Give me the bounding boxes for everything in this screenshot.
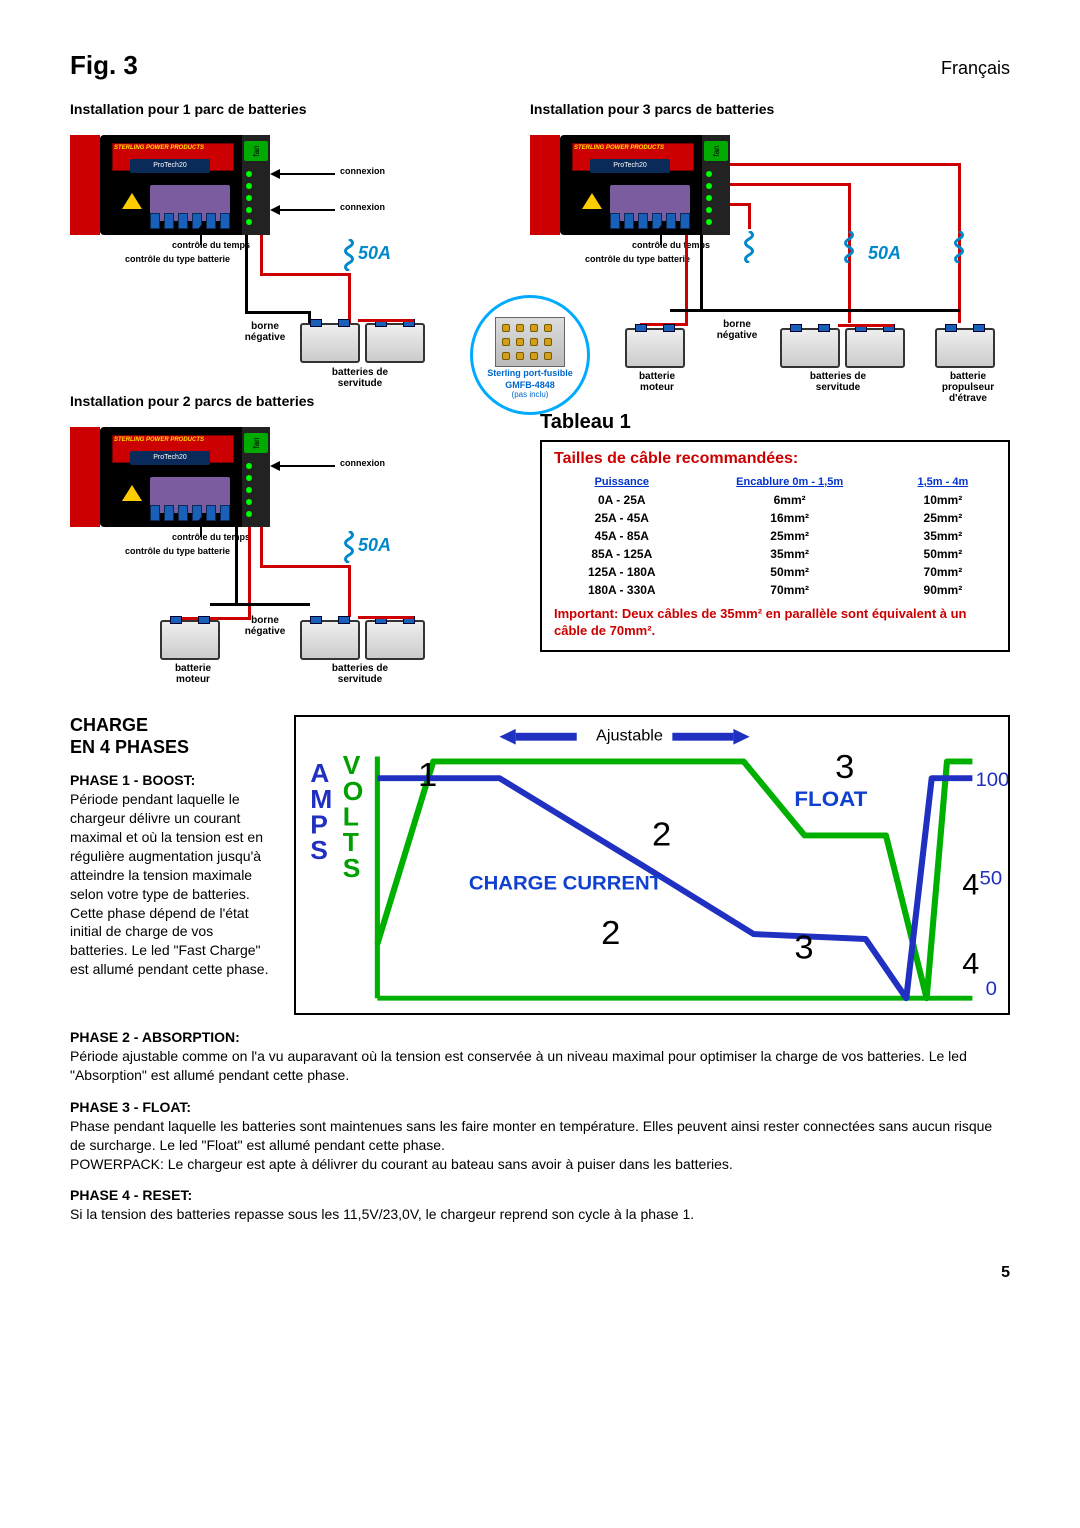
cable-size-table: Puissance Encablure 0m - 1,5m 1,5m - 4m … [554, 472, 996, 600]
charger-brand: STERLING POWER PRODUCTS [114, 437, 204, 443]
tableau-heading: Tailles de câble recommandées: [554, 450, 996, 468]
charger-unit: fan STERLING POWER PRODUCTS ProTech20 [560, 135, 730, 235]
fan-icon: fan [704, 141, 728, 161]
fusebox-name: Sterling port-fusible [487, 369, 573, 379]
fan-icon: fan [244, 433, 268, 453]
table-row: 125A - 180A50mm²70mm² [556, 564, 994, 580]
tableau-title: Tableau 1 [540, 411, 1010, 434]
bat-serv-2: batteries de servitude [320, 663, 400, 685]
fan-icon: fan [244, 141, 268, 161]
bat-serv-3: batteries de servitude [798, 371, 878, 393]
table-row: 25A - 45A16mm²25mm² [556, 510, 994, 526]
col-puissance: Puissance [556, 474, 688, 490]
diagram-1: fan STERLING POWER PRODUCTS ProTech20 [70, 123, 500, 383]
battery-icon [300, 620, 360, 660]
charger-brand: STERLING POWER PRODUCTS [114, 145, 204, 151]
float-label: FLOAT [794, 786, 867, 811]
charger-unit: fan STERLING POWER PRODUCTS ProTech20 [100, 427, 270, 527]
charge-chart: Ajustable V O L T S A M P S 100 50 0 [294, 715, 1010, 1015]
battery-icon [780, 328, 840, 368]
borne-neg-1: borne négative [230, 321, 300, 343]
svg-text:S: S [343, 853, 361, 883]
battery-icon [365, 620, 425, 660]
ctrl-type-3: contrôle du type batterie [520, 255, 690, 265]
ctrl-type-1: contrôle du type batterie [60, 255, 230, 265]
bat-etrave-3: batterie propulseur d'étrave [928, 371, 1008, 404]
phase4-h: PHASE 4 - RESET: [70, 1187, 1010, 1203]
charge-current-label: CHARGE CURRENT [469, 873, 663, 895]
col-enc1: Encablure 0m - 1,5m [690, 474, 890, 490]
fusebox-note: (pas inclu) [512, 390, 549, 399]
phase1-text: Période pendant laquelle le chargeur dél… [70, 790, 270, 979]
ajustable-label: Ajustable [596, 727, 663, 745]
phase1-h: PHASE 1 - BOOST: [70, 772, 270, 788]
ctrl-type-2: contrôle du type batterie [60, 547, 230, 557]
battery-icon [300, 323, 360, 363]
battery-icon [845, 328, 905, 368]
borne-neg-2: borne négative [230, 615, 300, 637]
diagram-2: fan STERLING POWER PRODUCTS ProTech20 [70, 415, 500, 675]
phase2-h: PHASE 2 - ABSORPTION: [70, 1029, 1010, 1045]
bat-moteur-2: batterie moteur [158, 663, 228, 685]
ctrl-temps-2: contrôle du temps [110, 533, 250, 543]
battery-icon [365, 323, 425, 363]
diag1-title: Installation pour 1 parc de batteries [70, 101, 500, 117]
charger-unit: fan STERLING POWER PRODUCTS ProTech20 [100, 135, 270, 235]
ctrl-temps-1: contrôle du temps [110, 241, 250, 251]
phase3-h: PHASE 3 - FLOAT: [70, 1099, 1010, 1115]
svg-text:4: 4 [962, 948, 979, 980]
charger-model: ProTech20 [130, 451, 210, 465]
table-row: 180A - 330A70mm²90mm² [556, 582, 994, 598]
svg-text:3: 3 [794, 929, 813, 966]
svg-text:2: 2 [652, 816, 671, 853]
phase3-text: Phase pendant laquelle les batteries son… [70, 1117, 1010, 1174]
connexion-label-1: connexion [340, 167, 385, 177]
charger-model: ProTech20 [130, 159, 210, 173]
svg-text:100: 100 [975, 769, 1008, 791]
table-row: 45A - 85A25mm²35mm² [556, 528, 994, 544]
svg-text:4: 4 [962, 869, 979, 901]
bat-serv-1: batteries de servitude [320, 367, 400, 389]
col-enc2: 1,5m - 4m [892, 474, 994, 490]
table-row: 0A - 25A6mm²10mm² [556, 492, 994, 508]
fuse-50a-1: 50A [358, 243, 391, 264]
battery-icon [935, 328, 995, 368]
fuse-50a-2: 50A [358, 535, 391, 556]
battery-icon [625, 328, 685, 368]
svg-text:S: S [310, 835, 328, 865]
tableau-box: Tailles de câble recommandées: Puissance… [540, 440, 1010, 652]
fusebox-callout: Sterling port-fusible GMFB-4848 (pas inc… [470, 295, 590, 415]
connexion-label-3: connexion [340, 459, 385, 469]
svg-text:2: 2 [601, 914, 620, 951]
fuse-50a-3: 50A [868, 243, 901, 264]
page-number: 5 [70, 1264, 1010, 1282]
charger-brand: STERLING POWER PRODUCTS [574, 145, 664, 151]
ctrl-temps-3: contrôle du temps [570, 241, 710, 251]
diag3-title: Installation pour 3 parcs de batteries [530, 101, 1010, 117]
figure-title: Fig. 3 [70, 50, 138, 81]
phase2-text: Période ajustable comme on l'a vu aupara… [70, 1047, 1010, 1085]
charger-model: ProTech20 [590, 159, 670, 173]
bat-moteur-3: batterie moteur [622, 371, 692, 393]
language-label: Français [941, 58, 1010, 79]
svg-text:0: 0 [986, 979, 997, 1001]
fusebox-model: GMFB-4848 [505, 381, 555, 391]
battery-icon [160, 620, 220, 660]
svg-text:50: 50 [980, 868, 1003, 890]
borne-neg-3: borne négative [702, 319, 772, 341]
table-row: 85A - 125A35mm²50mm² [556, 546, 994, 562]
phase4-text: Si la tension des batteries repasse sous… [70, 1205, 1010, 1224]
connexion-label-2: connexion [340, 203, 385, 213]
tableau-note: Important: Deux câbles de 35mm² en paral… [554, 606, 996, 640]
charge-heading: CHARGE EN 4 PHASES [70, 715, 270, 758]
diag2-title: Installation pour 2 parcs de batteries [70, 393, 500, 409]
svg-text:3: 3 [835, 749, 854, 786]
svg-text:1: 1 [418, 757, 437, 794]
diagram-3: fan STERLING POWER PRODUCTS ProTech20 co… [530, 123, 1010, 403]
